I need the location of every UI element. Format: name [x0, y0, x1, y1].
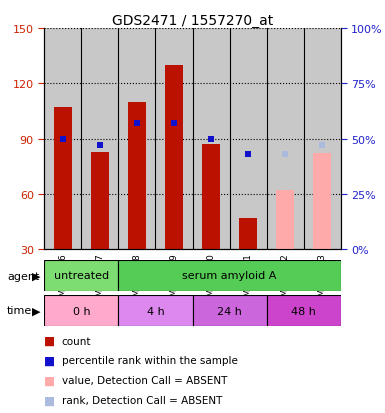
- Text: ■: ■: [44, 354, 55, 367]
- Bar: [119, 295, 192, 326]
- Text: rank, Detection Call = ABSENT: rank, Detection Call = ABSENT: [62, 395, 222, 405]
- Bar: [119, 260, 341, 291]
- Text: 4 h: 4 h: [147, 306, 164, 316]
- Text: value, Detection Call = ABSENT: value, Detection Call = ABSENT: [62, 375, 227, 385]
- Bar: [44, 295, 119, 326]
- Bar: [44, 260, 119, 291]
- Text: ■: ■: [44, 394, 55, 407]
- Bar: [276, 191, 295, 250]
- Text: time: time: [7, 306, 32, 316]
- Text: ▶: ▶: [32, 306, 40, 316]
- Text: percentile rank within the sample: percentile rank within the sample: [62, 356, 238, 366]
- Text: serum amyloid A: serum amyloid A: [182, 271, 277, 281]
- Text: GDS2471 / 1557270_at: GDS2471 / 1557270_at: [112, 14, 273, 28]
- Bar: [192, 295, 267, 326]
- Text: 48 h: 48 h: [291, 306, 316, 316]
- Text: 24 h: 24 h: [217, 306, 242, 316]
- Text: agent: agent: [7, 271, 39, 281]
- Bar: [202, 145, 220, 250]
- Bar: [90, 152, 109, 250]
- Bar: [165, 66, 183, 250]
- Bar: [239, 218, 257, 250]
- Text: ■: ■: [44, 374, 55, 387]
- Text: 0 h: 0 h: [72, 306, 90, 316]
- Bar: [313, 154, 331, 250]
- Bar: [54, 108, 72, 250]
- Bar: [128, 102, 146, 250]
- Text: ■: ■: [44, 334, 55, 347]
- Text: ▶: ▶: [32, 271, 40, 281]
- Text: untreated: untreated: [54, 271, 109, 281]
- Bar: [266, 295, 341, 326]
- Text: count: count: [62, 336, 91, 346]
